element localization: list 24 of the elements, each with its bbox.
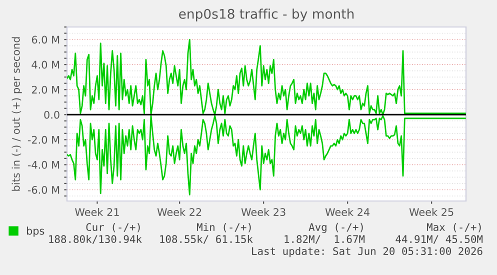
y-tick-label: 4.0 M	[32, 60, 60, 69]
x-tick-label: Week 25	[409, 208, 454, 216]
text: Max (-/+)	[426, 223, 481, 232]
text: 1.82M/ 1.67M	[284, 235, 365, 244]
text: 188.80k/130.94k	[49, 234, 142, 244]
legend-label: bps	[26, 226, 44, 237]
y-tick-label: -2.0 M	[28, 136, 60, 144]
y-tick-label: 0.0	[44, 110, 60, 119]
y-tick-label: -6.0 M	[28, 186, 60, 194]
chart-title: enp0s18 traffic - by month	[179, 8, 354, 22]
y-axis-title: bits in (-) / out (+) per second	[12, 37, 22, 191]
text: Min (-/+)	[196, 222, 251, 232]
x-tick-label: Week 22	[157, 208, 202, 216]
x-tick-label: Week 21	[75, 208, 119, 216]
x-tick-label: Week 23	[241, 208, 286, 216]
text: Avg (-/+)	[308, 222, 363, 234]
y-tick-label: -4.0 M	[28, 160, 60, 169]
text: 108.55k/ 61.15k	[160, 234, 253, 244]
y-tick-label: 2.0 M	[32, 86, 60, 94]
text: Last update: Sat Jun 20 05:31:00 2026	[252, 246, 482, 258]
y-tick-label: 6.0 M	[32, 36, 60, 44]
text: 44.91M/ 45.50M	[396, 235, 483, 244]
text: Cur (-/+)	[86, 223, 140, 232]
x-tick-label: Week 24	[325, 208, 370, 216]
